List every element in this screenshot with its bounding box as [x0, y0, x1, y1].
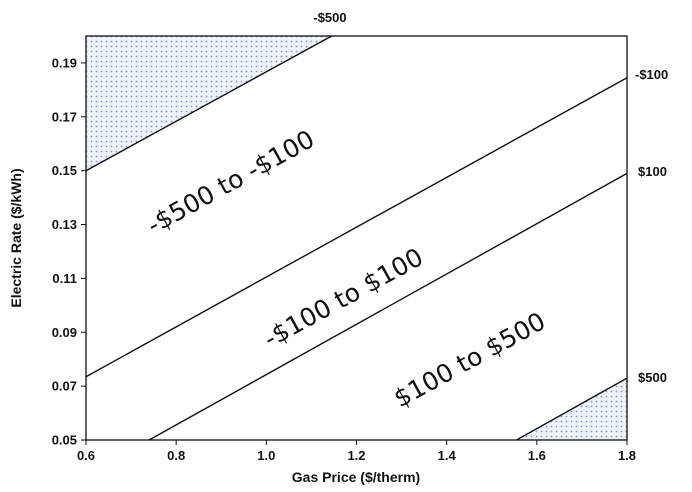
x-tick-label: 1.0 [257, 448, 275, 463]
threshold-line-2 [85, 77, 628, 378]
x-axis-ticks: 0.6 0.8 1.0 1.2 1.4 1.6 1.8 [77, 440, 636, 463]
y-tick-label: 0.07 [52, 379, 77, 394]
region-labels: -$500 to -$100-$100 to $100$100 to $500 [142, 124, 550, 413]
y-axis-ticks: 0.05 0.07 0.09 0.11 0.13 0.15 0.17 0.19 [52, 55, 86, 448]
threshold-line-4 [516, 377, 628, 441]
x-tick-label: 1.2 [347, 448, 365, 463]
region-label: $100 to $500 [389, 306, 550, 413]
line-label: $500 [638, 370, 667, 385]
threshold-line-1 [85, 35, 333, 172]
shaded-regions [86, 36, 627, 440]
line-label: $100 [638, 164, 667, 179]
x-tick-label: 0.8 [167, 448, 185, 463]
y-tick-label: 0.15 [52, 163, 77, 178]
threshold-line-3 [148, 172, 628, 441]
x-tick-label: 1.6 [528, 448, 546, 463]
y-tick-label: 0.17 [52, 109, 77, 124]
y-tick-label: 0.05 [52, 433, 77, 448]
y-tick-label: 0.19 [52, 55, 77, 70]
region-label: -$500 to -$100 [142, 124, 319, 239]
x-tick-label: 1.4 [438, 448, 457, 463]
line-labels: -$500 -$100 $100 $500 [313, 10, 668, 385]
y-tick-label: 0.13 [52, 217, 77, 232]
x-tick-label: 0.6 [77, 448, 95, 463]
line-label: -$500 [313, 10, 346, 25]
y-tick-label: 0.11 [52, 271, 77, 286]
y-axis-title: Electric Rate ($/kWh) [8, 168, 24, 307]
x-tick-label: 1.8 [618, 448, 636, 463]
threshold-lines [85, 35, 628, 441]
y-tick-label: 0.09 [52, 325, 77, 340]
x-axis-title: Gas Price ($/therm) [292, 469, 420, 485]
line-label: -$100 [635, 67, 668, 82]
